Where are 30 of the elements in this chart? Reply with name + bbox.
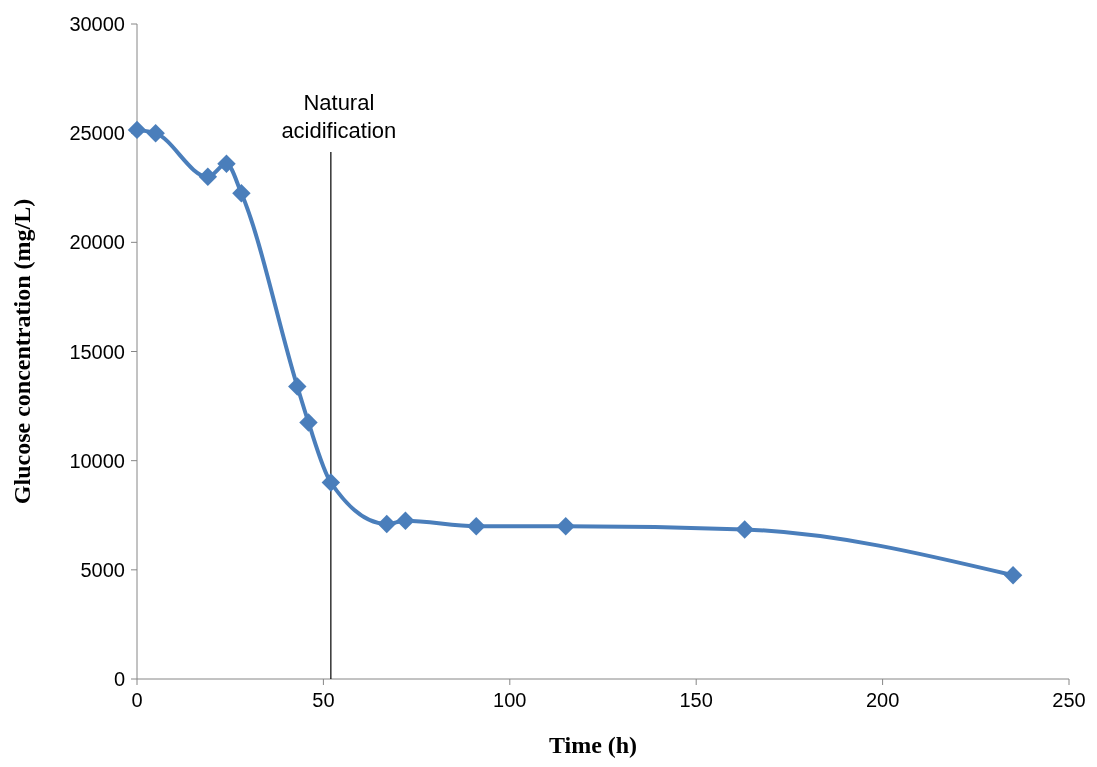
point	[127, 120, 147, 140]
point	[735, 520, 754, 539]
y-tick-label: 25000	[69, 122, 125, 145]
point	[299, 413, 318, 432]
ref-line-label: Natural acidification	[281, 90, 397, 143]
point	[217, 154, 236, 173]
y-tick-label: 30000	[69, 13, 125, 35]
y-tick-label: 0	[113, 668, 125, 690]
x-tick-label: 0	[131, 689, 143, 711]
point	[467, 516, 486, 536]
point	[232, 183, 251, 203]
point	[377, 514, 396, 534]
point	[146, 123, 165, 143]
y-tick-label: 10000	[69, 449, 125, 472]
x-axis-title: Time (h)	[548, 732, 638, 758]
y-tick-label: 15000	[69, 340, 125, 363]
x-tick-label: 200	[865, 689, 900, 711]
point	[321, 473, 341, 492]
x-tick-label: 250	[1052, 689, 1086, 711]
x-tick-label: 100	[493, 689, 527, 711]
y-tick-label: 20000	[69, 231, 125, 254]
point	[1003, 566, 1023, 585]
point	[396, 511, 415, 530]
point	[198, 167, 218, 187]
point	[556, 516, 575, 536]
y-tick-label: 5000	[80, 558, 125, 581]
x-tick-label: 50	[312, 689, 335, 711]
y-axis-title: Glucose concentration (mg/L)	[9, 198, 35, 505]
x-tick-label: 150	[679, 689, 713, 711]
point	[288, 377, 307, 396]
